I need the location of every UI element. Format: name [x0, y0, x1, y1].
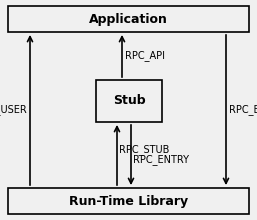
- Bar: [8, 188, 249, 214]
- Bar: [8, 6, 249, 32]
- Text: RPC_USER: RPC_USER: [0, 104, 27, 116]
- Text: RPC_ENTRY: RPC_ENTRY: [133, 154, 189, 165]
- Text: RPC_API: RPC_API: [125, 51, 165, 61]
- Bar: [96, 80, 162, 122]
- Text: Application: Application: [89, 13, 168, 26]
- Text: Stub: Stub: [113, 95, 145, 108]
- Text: RPC_ENTRY: RPC_ENTRY: [229, 104, 257, 116]
- Text: Run-Time Library: Run-Time Library: [69, 194, 188, 207]
- Text: RPC_STUB: RPC_STUB: [119, 145, 169, 156]
